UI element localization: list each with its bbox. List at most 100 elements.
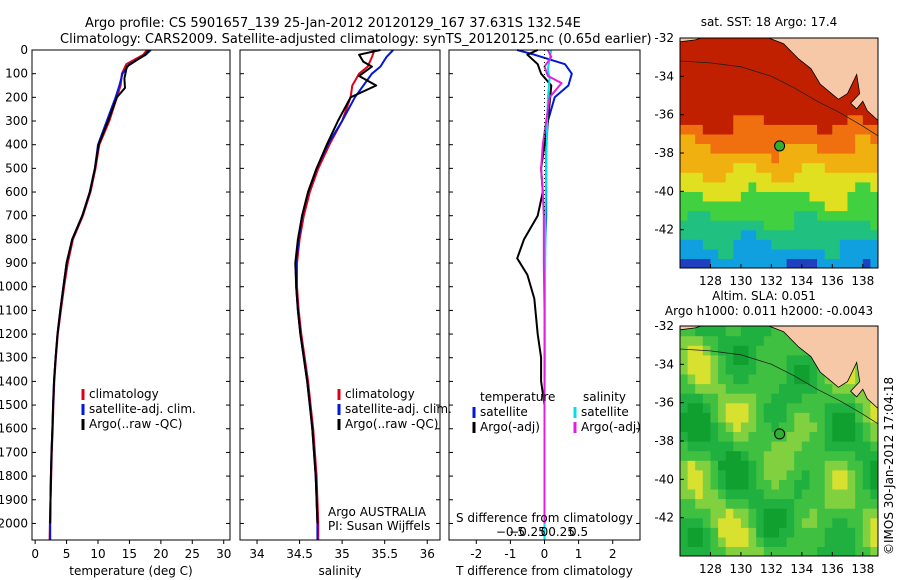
field-cell bbox=[763, 517, 772, 528]
field-cell bbox=[771, 57, 780, 68]
field-cell bbox=[687, 393, 696, 404]
field-cell bbox=[702, 114, 711, 125]
map-x-tick-label: 136 bbox=[821, 274, 844, 288]
field-cell bbox=[824, 210, 833, 221]
field-cell bbox=[779, 210, 788, 221]
field-cell bbox=[680, 546, 689, 556]
field-cell bbox=[809, 162, 818, 173]
field-cell bbox=[862, 441, 871, 452]
field-cell bbox=[733, 517, 742, 528]
field-cell bbox=[718, 335, 727, 346]
field-cell bbox=[801, 508, 810, 519]
field-cell bbox=[779, 335, 788, 346]
field-cell bbox=[855, 488, 864, 500]
field-cell bbox=[740, 210, 750, 221]
field-cell bbox=[824, 488, 833, 500]
field-cell bbox=[756, 66, 765, 77]
field-cell bbox=[740, 364, 750, 375]
field-cell bbox=[687, 258, 696, 268]
field-cell bbox=[725, 210, 734, 221]
field-cell bbox=[794, 383, 803, 394]
field-cell bbox=[756, 460, 765, 471]
field-cell bbox=[839, 124, 849, 135]
field-cell bbox=[832, 488, 841, 500]
field-cell bbox=[771, 354, 780, 365]
field-cell bbox=[779, 546, 788, 556]
field-cell bbox=[756, 402, 765, 413]
field-cell bbox=[733, 162, 742, 173]
field-cell bbox=[817, 469, 826, 480]
field-cell bbox=[756, 421, 765, 432]
field-cell bbox=[702, 66, 711, 77]
field-cell bbox=[748, 450, 757, 461]
y-tick-label: 500 bbox=[5, 161, 28, 175]
field-cell bbox=[710, 364, 719, 375]
field-cell bbox=[870, 508, 878, 519]
field-cell bbox=[801, 498, 810, 509]
field-cell bbox=[748, 105, 757, 116]
field-cell bbox=[870, 488, 878, 500]
field-cell bbox=[748, 114, 757, 125]
field-cell bbox=[725, 172, 734, 183]
map-title: sat. SST: 18 Argo: 17.4 bbox=[701, 15, 838, 29]
field-cell bbox=[680, 421, 689, 432]
field-cell bbox=[809, 95, 818, 106]
field-cell bbox=[740, 85, 750, 97]
field-cell bbox=[870, 460, 878, 471]
field-cell bbox=[794, 441, 803, 452]
field-cell bbox=[702, 105, 711, 116]
field-cell bbox=[817, 498, 826, 509]
field-cell bbox=[763, 383, 772, 394]
field-cell bbox=[870, 143, 878, 154]
field-cell bbox=[756, 181, 765, 192]
field-cell bbox=[855, 450, 864, 461]
s-tick-label: 0.5 bbox=[569, 525, 588, 539]
field-cell bbox=[725, 527, 734, 538]
field-cell bbox=[687, 220, 696, 231]
field-cell bbox=[702, 354, 711, 365]
field-cell bbox=[725, 402, 734, 413]
field-cell bbox=[771, 162, 780, 173]
field-cell bbox=[771, 412, 780, 423]
field-cell bbox=[748, 402, 757, 413]
field-cell bbox=[710, 354, 719, 365]
field-cell bbox=[702, 85, 711, 97]
field-cell bbox=[748, 143, 757, 154]
field-cell bbox=[748, 38, 757, 49]
field-cell bbox=[718, 393, 727, 404]
field-cell bbox=[725, 364, 734, 375]
temperature-profile-panel: 0100200300400500600700800900100011001200… bbox=[0, 43, 231, 578]
field-cell bbox=[779, 412, 788, 423]
field-cell bbox=[680, 95, 689, 106]
field-cell bbox=[779, 527, 788, 538]
legend-label: satellite bbox=[480, 405, 528, 419]
field-cell bbox=[809, 220, 818, 231]
field-cell bbox=[756, 335, 765, 346]
field-cell bbox=[839, 200, 849, 212]
field-cell bbox=[801, 460, 810, 471]
field-cell bbox=[771, 105, 780, 116]
field-cell bbox=[718, 191, 727, 202]
field-cell bbox=[748, 229, 757, 240]
field-cell bbox=[687, 47, 696, 58]
field-cell bbox=[725, 133, 734, 144]
field-cell bbox=[695, 85, 704, 97]
legend-label: Argo(..raw -QC) bbox=[89, 417, 182, 431]
field-cell bbox=[748, 191, 757, 202]
field-cell bbox=[817, 239, 826, 250]
field-cell bbox=[718, 488, 727, 500]
field-cell bbox=[695, 200, 704, 212]
field-cell bbox=[809, 258, 818, 268]
field-cell bbox=[855, 133, 864, 144]
field-cell bbox=[763, 162, 772, 173]
field-cell bbox=[725, 508, 734, 519]
field-cell bbox=[725, 162, 734, 173]
field-cell bbox=[832, 105, 841, 116]
field-cell bbox=[847, 85, 856, 97]
field-cell bbox=[832, 258, 841, 268]
x-tick-label: 15 bbox=[122, 547, 137, 561]
field-cell bbox=[862, 191, 871, 202]
field-cell bbox=[695, 162, 704, 173]
field-cell bbox=[824, 200, 833, 212]
x-tick-label: -2 bbox=[470, 547, 482, 561]
